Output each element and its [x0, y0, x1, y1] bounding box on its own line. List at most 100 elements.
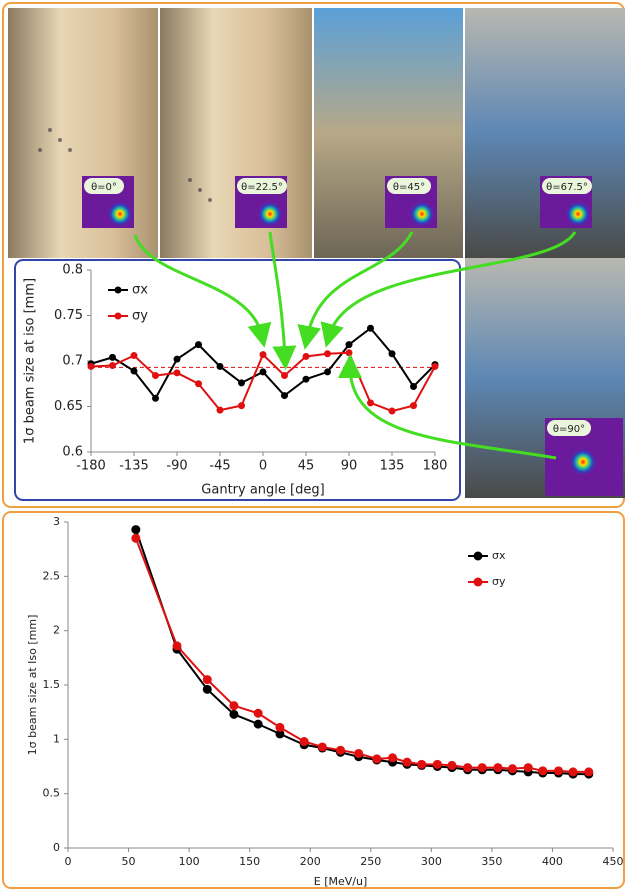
- data-point: [410, 402, 417, 409]
- x-tick-label: 0: [65, 855, 72, 868]
- data-point: [254, 709, 263, 718]
- legend-marker: [474, 552, 483, 561]
- figure: θ=0° θ=22.5° θ=45° θ=67.5° θ=90° -180-13…: [0, 0, 627, 891]
- y-tick-label: 0.8: [62, 263, 83, 278]
- x-tick-label: 150: [239, 855, 260, 868]
- x-tick-label: -90: [166, 459, 187, 474]
- data-point: [388, 753, 397, 762]
- data-point: [346, 341, 353, 348]
- data-point: [584, 767, 593, 776]
- data-point: [346, 349, 353, 356]
- data-point: [195, 380, 202, 387]
- data-point: [372, 754, 381, 763]
- y-tick-label: 0.6: [62, 445, 83, 460]
- beam-spot: [410, 202, 434, 226]
- x-tick-label: 200: [300, 855, 321, 868]
- y-tick-label: 2: [53, 624, 60, 637]
- data-point: [303, 376, 310, 383]
- series-line: [136, 530, 589, 775]
- data-point: [300, 737, 309, 746]
- x-tick-label: 450: [603, 855, 624, 868]
- data-point: [131, 352, 138, 359]
- y-tick-label: 1.5: [43, 678, 61, 691]
- data-point: [493, 763, 502, 772]
- data-point: [318, 742, 327, 751]
- data-point: [569, 767, 578, 776]
- data-point: [389, 350, 396, 357]
- beam-spot: [566, 202, 590, 226]
- data-point: [152, 395, 159, 402]
- data-point: [281, 392, 288, 399]
- data-point: [203, 675, 212, 684]
- data-point: [447, 761, 456, 770]
- data-point: [336, 746, 345, 755]
- y-tick-label: 0: [53, 841, 60, 854]
- beam-spot: [108, 202, 132, 226]
- data-point: [260, 351, 267, 358]
- y-axis-label: 1σ beam size at iso [mm]: [23, 278, 38, 444]
- data-point: [88, 363, 95, 370]
- data-point: [254, 720, 263, 729]
- data-point: [203, 685, 212, 694]
- x-tick-label: 350: [481, 855, 502, 868]
- data-point: [354, 749, 363, 758]
- data-point: [109, 354, 116, 361]
- beam-spot: [570, 449, 596, 475]
- data-point: [152, 372, 159, 379]
- y-tick-label: 1: [53, 732, 60, 745]
- data-point: [260, 368, 267, 375]
- x-tick-label: -180: [76, 459, 106, 474]
- data-point: [524, 763, 533, 772]
- data-point: [367, 325, 374, 332]
- y-tick-label: 0.75: [54, 308, 83, 323]
- data-point: [238, 379, 245, 386]
- data-point: [217, 363, 224, 370]
- data-point: [303, 353, 310, 360]
- legend-label: σx: [132, 283, 148, 298]
- series-line: [136, 538, 589, 772]
- x-tick-label: 250: [360, 855, 381, 868]
- legend-label: σx: [492, 549, 506, 562]
- beam-spot: [258, 202, 282, 226]
- photo-label: θ=0°: [91, 182, 117, 193]
- y-tick-label: 3: [53, 515, 60, 528]
- x-tick-label: 300: [421, 855, 442, 868]
- y-axis-label: 1σ beam size at Iso [mm]: [26, 615, 39, 756]
- photo-label: θ=67.5°: [546, 182, 588, 193]
- x-tick-label: 180: [423, 459, 448, 474]
- data-point: [173, 641, 182, 650]
- legend-marker: [115, 287, 122, 294]
- x-tick-label: 45: [298, 459, 315, 474]
- data-point: [281, 372, 288, 379]
- data-point: [238, 402, 245, 409]
- y-tick-label: 0.5: [43, 787, 61, 800]
- data-point: [463, 763, 472, 772]
- data-point: [109, 362, 116, 369]
- legend-marker: [115, 313, 122, 320]
- data-point: [217, 407, 224, 414]
- x-tick-label: 50: [122, 855, 136, 868]
- data-point: [403, 758, 412, 767]
- data-point: [389, 408, 396, 415]
- data-point: [478, 763, 487, 772]
- legend-label: σy: [492, 575, 506, 588]
- y-tick-label: 2.5: [43, 569, 61, 582]
- data-point: [324, 368, 331, 375]
- data-point: [174, 369, 181, 376]
- x-axis-label: Gantry angle [deg]: [201, 483, 324, 498]
- data-point: [229, 701, 238, 710]
- data-point: [229, 710, 238, 719]
- x-tick-label: 135: [380, 459, 405, 474]
- bottom-panel: [3, 512, 624, 888]
- data-point: [433, 760, 442, 769]
- data-point: [538, 766, 547, 775]
- photo-label: θ=90°: [553, 424, 585, 435]
- data-point: [131, 368, 138, 375]
- x-tick-label: -45: [209, 459, 230, 474]
- data-point: [275, 723, 284, 732]
- x-axis-label: E [MeV/u]: [314, 875, 368, 888]
- legend-marker: [474, 578, 483, 587]
- data-point: [324, 350, 331, 357]
- data-point: [417, 760, 426, 769]
- data-point: [131, 534, 140, 543]
